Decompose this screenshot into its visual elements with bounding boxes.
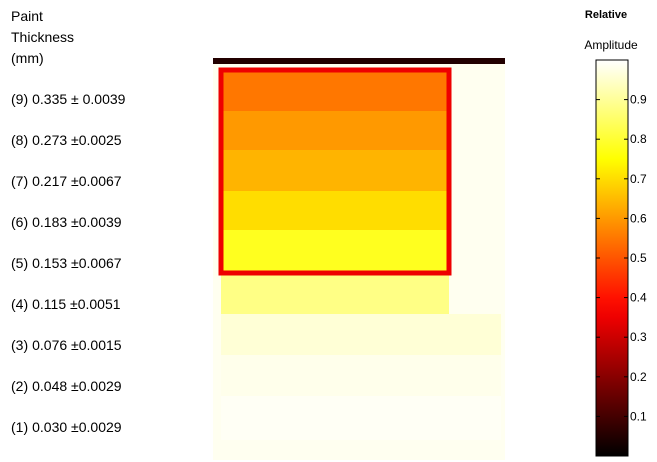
legend-row-thickness: 0.217 ±0.0067 (32, 173, 122, 189)
step-band-9 (221, 70, 449, 111)
legend-row: (8) 0.273 ±0.0025 (11, 132, 122, 148)
legend-row-number: (2) (11, 378, 29, 394)
legend-row-thickness: 0.030 ±0.0029 (32, 419, 122, 435)
legend-row-number: (9) (11, 91, 29, 107)
colorbar: 0.1 0.2 0.3 0.4 0.5 0.6 0.7 0.8 0.9 (595, 59, 647, 457)
colorbar-title-relative: Relative (584, 9, 628, 21)
colorbar-tick-label: 0.9 (630, 93, 647, 107)
legend-row-number: (1) (11, 419, 29, 435)
legend-row: (9) 0.335 ± 0.0039 (11, 91, 125, 107)
legend-row-number: (8) (11, 132, 29, 148)
legend-row-number: (5) (11, 255, 29, 271)
colorbar-tick-label: 0.7 (630, 172, 647, 186)
legend-heading-paint: Paint (11, 8, 43, 24)
colorbar-tick-label: 0.6 (630, 211, 647, 225)
step-band-6 (221, 191, 449, 230)
legend-row-number: (4) (11, 296, 29, 312)
colorbar-tick-label: 0.8 (630, 132, 647, 146)
colorbar-gradient-bar (595, 59, 629, 457)
legend-row: (1) 0.030 ±0.0029 (11, 419, 122, 435)
legend-heading-unit: (mm) (11, 50, 44, 66)
legend-row-thickness: 0.273 ±0.0025 (32, 132, 122, 148)
legend-row: (7) 0.217 ±0.0067 (11, 173, 122, 189)
step-band-4 (221, 273, 449, 314)
legend-row-thickness: 0.048 ±0.0029 (32, 378, 122, 394)
colorbar-title-amplitude: Amplitude (584, 38, 638, 52)
legend-row-number: (3) (11, 337, 29, 353)
step-band-2 (221, 355, 501, 396)
legend-row: (3) 0.076 ±0.0015 (11, 337, 122, 353)
legend-row-number: (6) (11, 214, 29, 230)
colorbar-tick-label: 0.1 (630, 409, 647, 423)
step-band-5 (221, 230, 449, 273)
legend-row-thickness: 0.183 ±0.0039 (32, 214, 122, 230)
legend-row: (6) 0.183 ±0.0039 (11, 214, 122, 230)
colorbar-tick-label: 0.5 (630, 251, 647, 265)
painted-region-outline (218, 67, 452, 276)
legend-row: (4) 0.115 ±0.0051 (11, 296, 121, 312)
colorbar-tick-label: 0.4 (630, 291, 647, 305)
legend-row: (2) 0.048 ±0.0029 (11, 378, 122, 394)
step-band-1 (221, 396, 501, 440)
legend-row-thickness: 0.115 ±0.0051 (32, 296, 121, 312)
step-band-8 (221, 111, 449, 150)
colorbar-tick-label: 0.2 (630, 370, 647, 384)
thickness-scan-image (213, 58, 505, 460)
legend-row-thickness: 0.153 ±0.0067 (32, 255, 122, 271)
colorbar-tick-label: 0.3 (630, 330, 647, 344)
plate-top-edge (213, 58, 505, 64)
legend-heading-thickness: Thickness (11, 29, 75, 45)
legend-row-thickness: 0.076 ±0.0015 (32, 337, 122, 353)
legend-row-number: (7) (11, 173, 29, 189)
step-band-7 (221, 150, 449, 191)
legend-row-thickness: 0.335 ± 0.0039 (32, 91, 126, 107)
step-band-3 (221, 314, 501, 355)
legend-row: (5) 0.153 ±0.0067 (11, 255, 122, 271)
